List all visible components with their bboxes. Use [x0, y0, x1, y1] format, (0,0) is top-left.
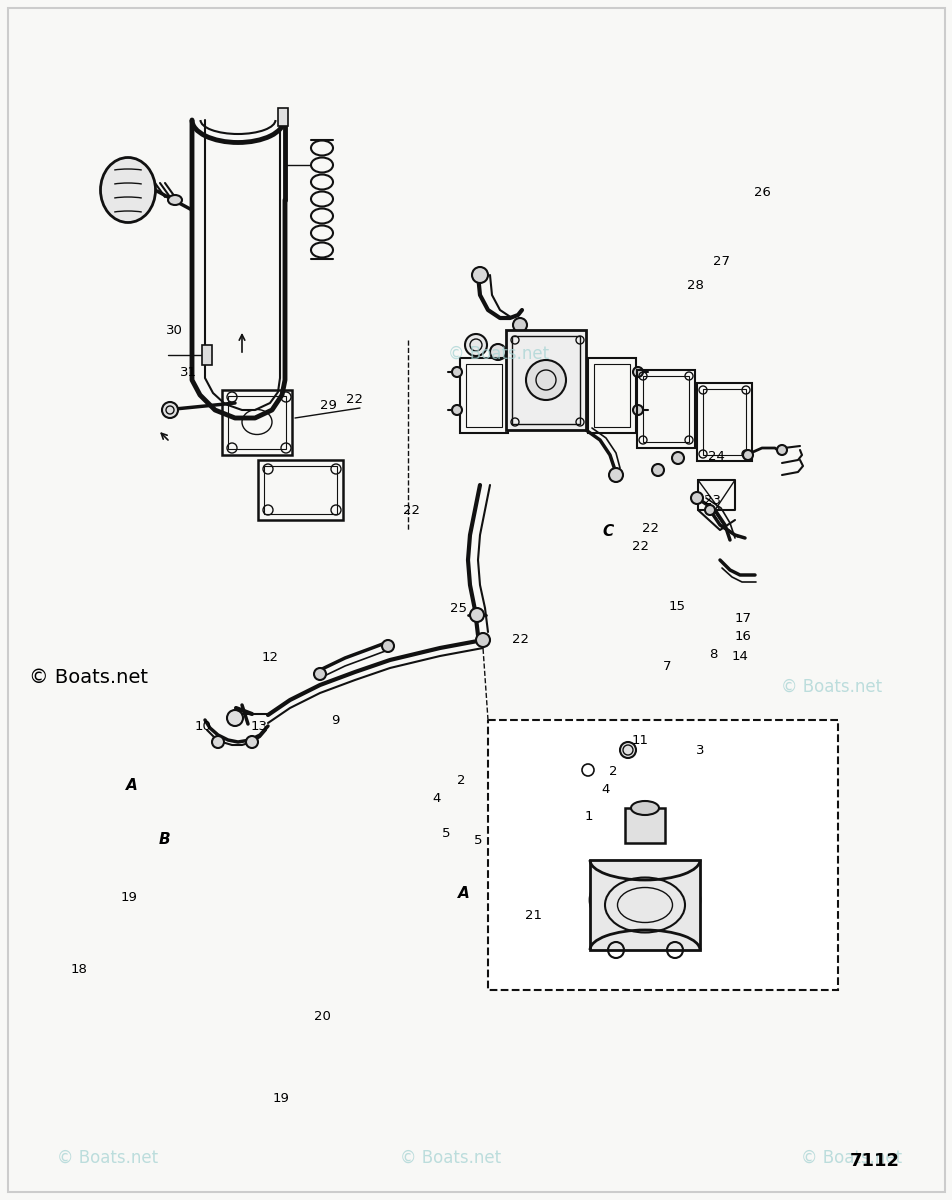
- Text: 5: 5: [442, 828, 449, 840]
- Circle shape: [526, 360, 565, 400]
- Text: 30: 30: [166, 324, 183, 336]
- Circle shape: [465, 334, 486, 356]
- Bar: [703, 389, 745, 455]
- Bar: [202, 346, 211, 365]
- Text: 14: 14: [731, 650, 748, 662]
- Text: 10: 10: [194, 720, 211, 732]
- Bar: [466, 364, 502, 427]
- Circle shape: [632, 404, 643, 415]
- Text: B: B: [159, 833, 170, 847]
- Circle shape: [451, 367, 462, 377]
- Bar: [278, 108, 288, 126]
- Text: © Boats.net: © Boats.net: [400, 1150, 501, 1166]
- Text: 21: 21: [525, 910, 542, 922]
- Text: 17: 17: [734, 612, 751, 624]
- Text: 19: 19: [272, 1092, 289, 1104]
- Text: 29: 29: [320, 400, 337, 412]
- Text: 20: 20: [313, 1010, 330, 1022]
- Circle shape: [313, 668, 326, 680]
- Text: © Boats.net: © Boats.net: [57, 1150, 158, 1166]
- Bar: [264, 466, 337, 514]
- Circle shape: [227, 710, 243, 726]
- Text: 19: 19: [120, 892, 137, 904]
- Bar: [643, 376, 688, 442]
- Text: C: C: [602, 524, 613, 539]
- Text: 26: 26: [753, 186, 770, 198]
- Text: 13: 13: [250, 720, 268, 732]
- Text: 8: 8: [708, 648, 716, 660]
- Circle shape: [671, 452, 684, 464]
- Bar: [487, 720, 837, 990]
- Text: 18: 18: [70, 964, 88, 976]
- Bar: [258, 460, 343, 520]
- Text: © Boats.net: © Boats.net: [800, 1150, 901, 1166]
- Text: 22: 22: [346, 394, 363, 406]
- Text: 12: 12: [261, 652, 278, 664]
- Text: 4: 4: [601, 784, 608, 796]
- Bar: [511, 336, 580, 424]
- Circle shape: [471, 266, 487, 283]
- Circle shape: [512, 318, 526, 332]
- Circle shape: [469, 608, 484, 622]
- Circle shape: [690, 492, 703, 504]
- Text: 16: 16: [734, 630, 751, 642]
- Text: 3: 3: [696, 744, 704, 756]
- Text: 2: 2: [457, 774, 465, 786]
- Circle shape: [608, 468, 623, 482]
- Circle shape: [489, 344, 506, 360]
- Circle shape: [211, 736, 224, 748]
- Text: 28: 28: [686, 280, 704, 292]
- Text: 1: 1: [585, 810, 592, 822]
- Text: 22: 22: [511, 634, 528, 646]
- Circle shape: [651, 464, 664, 476]
- Text: 23: 23: [704, 494, 721, 506]
- Text: 15: 15: [667, 600, 684, 612]
- Circle shape: [743, 450, 752, 460]
- Ellipse shape: [100, 157, 155, 222]
- Text: © Boats.net: © Boats.net: [447, 346, 548, 362]
- Bar: [222, 390, 291, 455]
- Bar: [696, 383, 751, 461]
- Bar: [593, 364, 629, 427]
- Text: 4: 4: [432, 792, 440, 804]
- Circle shape: [451, 404, 462, 415]
- Text: 22: 22: [631, 540, 648, 552]
- Bar: [587, 358, 635, 433]
- Bar: [625, 808, 664, 842]
- Circle shape: [704, 505, 714, 515]
- Text: A: A: [458, 887, 469, 901]
- Text: 9: 9: [331, 714, 339, 726]
- Text: 31: 31: [180, 366, 197, 378]
- Circle shape: [632, 367, 643, 377]
- Circle shape: [246, 736, 258, 748]
- Text: 22: 22: [642, 522, 659, 534]
- Text: 22: 22: [403, 504, 420, 516]
- Circle shape: [475, 634, 489, 647]
- Bar: [228, 396, 286, 449]
- Ellipse shape: [589, 863, 700, 937]
- Text: © Boats.net: © Boats.net: [29, 668, 148, 688]
- Bar: [506, 330, 585, 430]
- Circle shape: [620, 742, 635, 758]
- Text: © Boats.net: © Boats.net: [781, 677, 882, 695]
- Text: A: A: [126, 779, 137, 793]
- Circle shape: [776, 445, 786, 455]
- Text: 2: 2: [608, 766, 616, 778]
- Text: 24: 24: [707, 450, 724, 462]
- Text: 11: 11: [631, 734, 648, 746]
- Text: 25: 25: [449, 602, 466, 614]
- Text: 7: 7: [663, 660, 670, 672]
- Ellipse shape: [630, 802, 659, 815]
- Circle shape: [382, 640, 393, 652]
- Ellipse shape: [168, 194, 182, 205]
- Text: 5: 5: [474, 834, 482, 846]
- Bar: [589, 860, 700, 950]
- Text: 7112: 7112: [849, 1152, 899, 1170]
- Bar: [460, 358, 507, 433]
- Bar: [636, 370, 694, 448]
- Circle shape: [162, 402, 178, 418]
- Text: 27: 27: [712, 256, 729, 268]
